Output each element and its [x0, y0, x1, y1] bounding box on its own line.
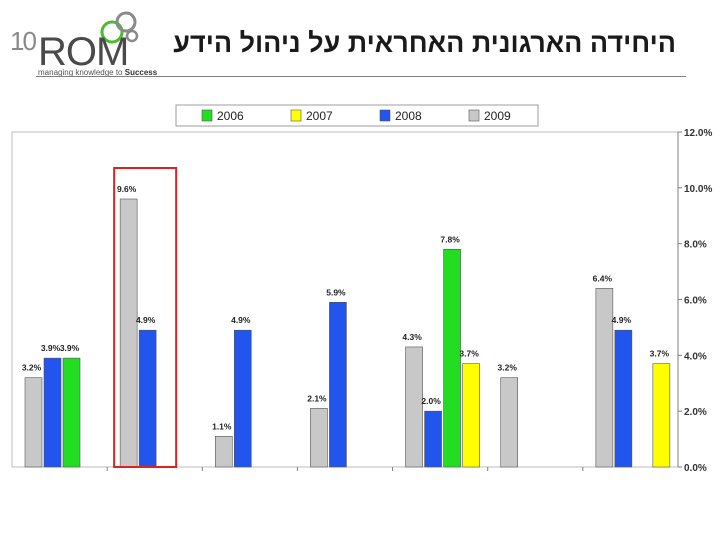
bar-2008: [43, 357, 62, 468]
bar-2009: [119, 198, 138, 468]
legend-box: [175, 104, 539, 127]
bar-2009: [500, 377, 519, 468]
logo-tagline-prefix: managing knowledge to: [38, 68, 125, 77]
data-label: 1.1%: [212, 421, 232, 431]
bar-2009: [405, 346, 423, 468]
logo-tagline: managing knowledge to Success: [38, 68, 157, 77]
bar-2008: [329, 301, 347, 468]
bar-2007: [462, 363, 480, 468]
logo-word: ROM: [38, 30, 129, 74]
bar-2008: [614, 329, 633, 468]
data-label: 7.8%: [440, 234, 460, 244]
data-label: 4.9%: [231, 315, 251, 325]
legend-swatch-2008: [379, 109, 391, 122]
legend-swatch-2006: [201, 109, 213, 122]
y-tick-label: 6.0%: [684, 296, 707, 307]
y-tick-label: 2.0%: [684, 407, 707, 418]
y-tick-label: 4.0%: [684, 351, 707, 362]
data-label: 3.2%: [498, 363, 518, 373]
bar-2009: [214, 435, 233, 468]
logo-tagline-bold: Success: [124, 68, 158, 77]
y-tick-label: 8.0%: [684, 240, 707, 251]
data-label: 9.6%: [117, 184, 137, 194]
data-label: 5.9%: [326, 287, 346, 297]
data-label: 2.0%: [421, 396, 441, 406]
data-label: 3.9%: [60, 343, 80, 353]
legend-swatch-2007: [290, 109, 302, 122]
bar-2008: [233, 329, 252, 468]
logo-rings-icon: [100, 11, 139, 44]
data-label: 3.7%: [650, 349, 670, 359]
bar-2006: [62, 357, 81, 468]
page-title: היחידה הארגונית האחראית על ניהול הידע: [173, 28, 676, 58]
bar-chart: 0.0%2.0%4.0%6.0%8.0%10.0%12.0%3.2%3.9% 3.…: [11, 104, 712, 474]
data-label: 2.1%: [307, 393, 327, 403]
bar-2009: [595, 288, 614, 468]
y-tick-label: 10.0%: [684, 184, 712, 195]
bar-2008: [138, 329, 157, 468]
y-tick-label: 0.0%: [684, 463, 707, 474]
data-label: 4.9%: [136, 315, 156, 325]
data-label: 3.9%: [41, 343, 61, 353]
legend-swatch-2009: [468, 109, 480, 122]
highlight-box: [113, 167, 178, 468]
bar-2009: [24, 377, 43, 468]
legend-label-2007: 2007: [306, 109, 333, 123]
data-label: 4.9%: [612, 315, 632, 325]
data-label: 3.7%: [459, 349, 479, 359]
bar-2006: [443, 248, 461, 468]
rom-logo: 10 ROM managing knowledge to Success: [6, 6, 186, 82]
y-tick-label: 12.0%: [684, 128, 712, 139]
logo-number: 10: [10, 26, 37, 56]
legend-label-2006: 2006: [217, 109, 244, 123]
data-label: 3.2%: [22, 363, 42, 373]
legend-label-2009: 2009: [484, 109, 511, 123]
bar-2009: [310, 408, 328, 468]
bar-2007: [652, 363, 671, 468]
title-divider: [36, 76, 686, 77]
legend-label-2008: 2008: [395, 109, 422, 123]
bar-2008: [424, 410, 442, 468]
data-label: 4.3%: [402, 332, 422, 342]
data-label: 6.4%: [593, 273, 613, 283]
